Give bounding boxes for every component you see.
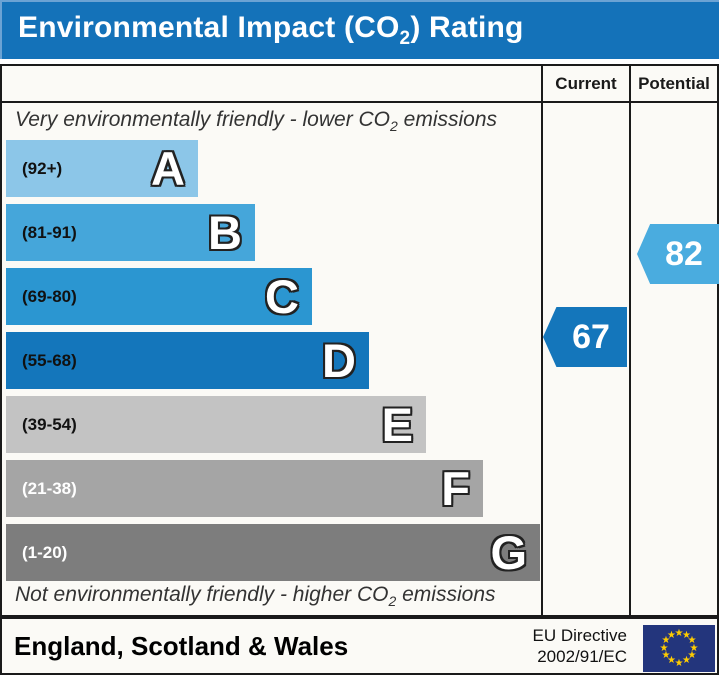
eu-flag-star: ★ xyxy=(682,629,691,641)
band-letter: D xyxy=(322,334,356,387)
band-range-label: (81-91) xyxy=(22,222,77,242)
band-range-label: (69-80) xyxy=(22,286,77,306)
eu-flag-star: ★ xyxy=(661,650,671,661)
bottom-caption: Not environmentally friendly - higher CO… xyxy=(15,583,496,610)
page-title: Environmental Impact (CO2) Rating xyxy=(18,11,524,49)
eu-flag-star: ★ xyxy=(667,629,676,641)
region-label: England, Scotland & Wales xyxy=(14,630,349,661)
eu-flag-star: ★ xyxy=(687,650,697,661)
footer-bar: England, Scotland & Wales EU Directive 2… xyxy=(0,617,719,675)
band-row-f: (21-38) F xyxy=(6,460,483,517)
eu-flag-star: ★ xyxy=(674,657,684,669)
band-letter: E xyxy=(381,398,413,451)
eu-flag-star: ★ xyxy=(687,635,697,646)
rating-table: Current Potential Very environmentally f… xyxy=(0,64,719,617)
eu-flag-star: ★ xyxy=(661,635,671,646)
current-column-divider xyxy=(541,66,543,615)
band-row-e: (39-54) E xyxy=(6,396,426,453)
current-rating-value: 67 xyxy=(572,317,610,356)
band-row-d: (55-68) D xyxy=(6,332,369,389)
potential-column-divider xyxy=(629,66,631,615)
potential-column-header: Potential xyxy=(638,73,710,93)
potential-rating-value: 82 xyxy=(665,234,703,273)
eu-flag-star: ★ xyxy=(667,655,676,667)
potential-rating-arrow: 82 xyxy=(637,224,719,284)
band-range-label: (1-20) xyxy=(22,542,68,562)
band-row-g: (1-20) G xyxy=(6,524,540,581)
band-range-label: (92+) xyxy=(22,158,63,178)
band-letter: F xyxy=(441,462,470,515)
eu-directive-label: EU Directive 2002/91/EC xyxy=(532,625,627,666)
current-column-header: Current xyxy=(555,73,617,93)
top-caption: Very environmentally friendly - lower CO… xyxy=(15,108,498,135)
band-row-c: (69-80) C xyxy=(6,268,312,325)
band-range-label: (39-54) xyxy=(22,414,77,434)
band-letter: G xyxy=(490,526,527,579)
eu-flag-star: ★ xyxy=(689,642,699,654)
eu-flag-star: ★ xyxy=(659,642,669,654)
band-letter: C xyxy=(265,270,299,323)
band-row-b: (81-91) B xyxy=(6,204,255,261)
band-range-label: (21-38) xyxy=(22,478,77,498)
table-header-row xyxy=(2,66,717,103)
eu-flag-star: ★ xyxy=(674,627,684,639)
title-bar: Environmental Impact (CO2) Rating xyxy=(0,0,719,59)
current-rating-arrow: 67 xyxy=(543,307,627,367)
band-letter: A xyxy=(151,142,185,195)
eu-flag-star: ★ xyxy=(682,655,691,667)
band-letter: B xyxy=(208,206,242,259)
band-range-label: (55-68) xyxy=(22,350,77,370)
eu-flag-icon: ★ ★ ★ ★ ★ ★ ★ ★ ★ ★ ★ ★ xyxy=(643,625,715,672)
band-row-a: (92+) A xyxy=(6,140,198,197)
